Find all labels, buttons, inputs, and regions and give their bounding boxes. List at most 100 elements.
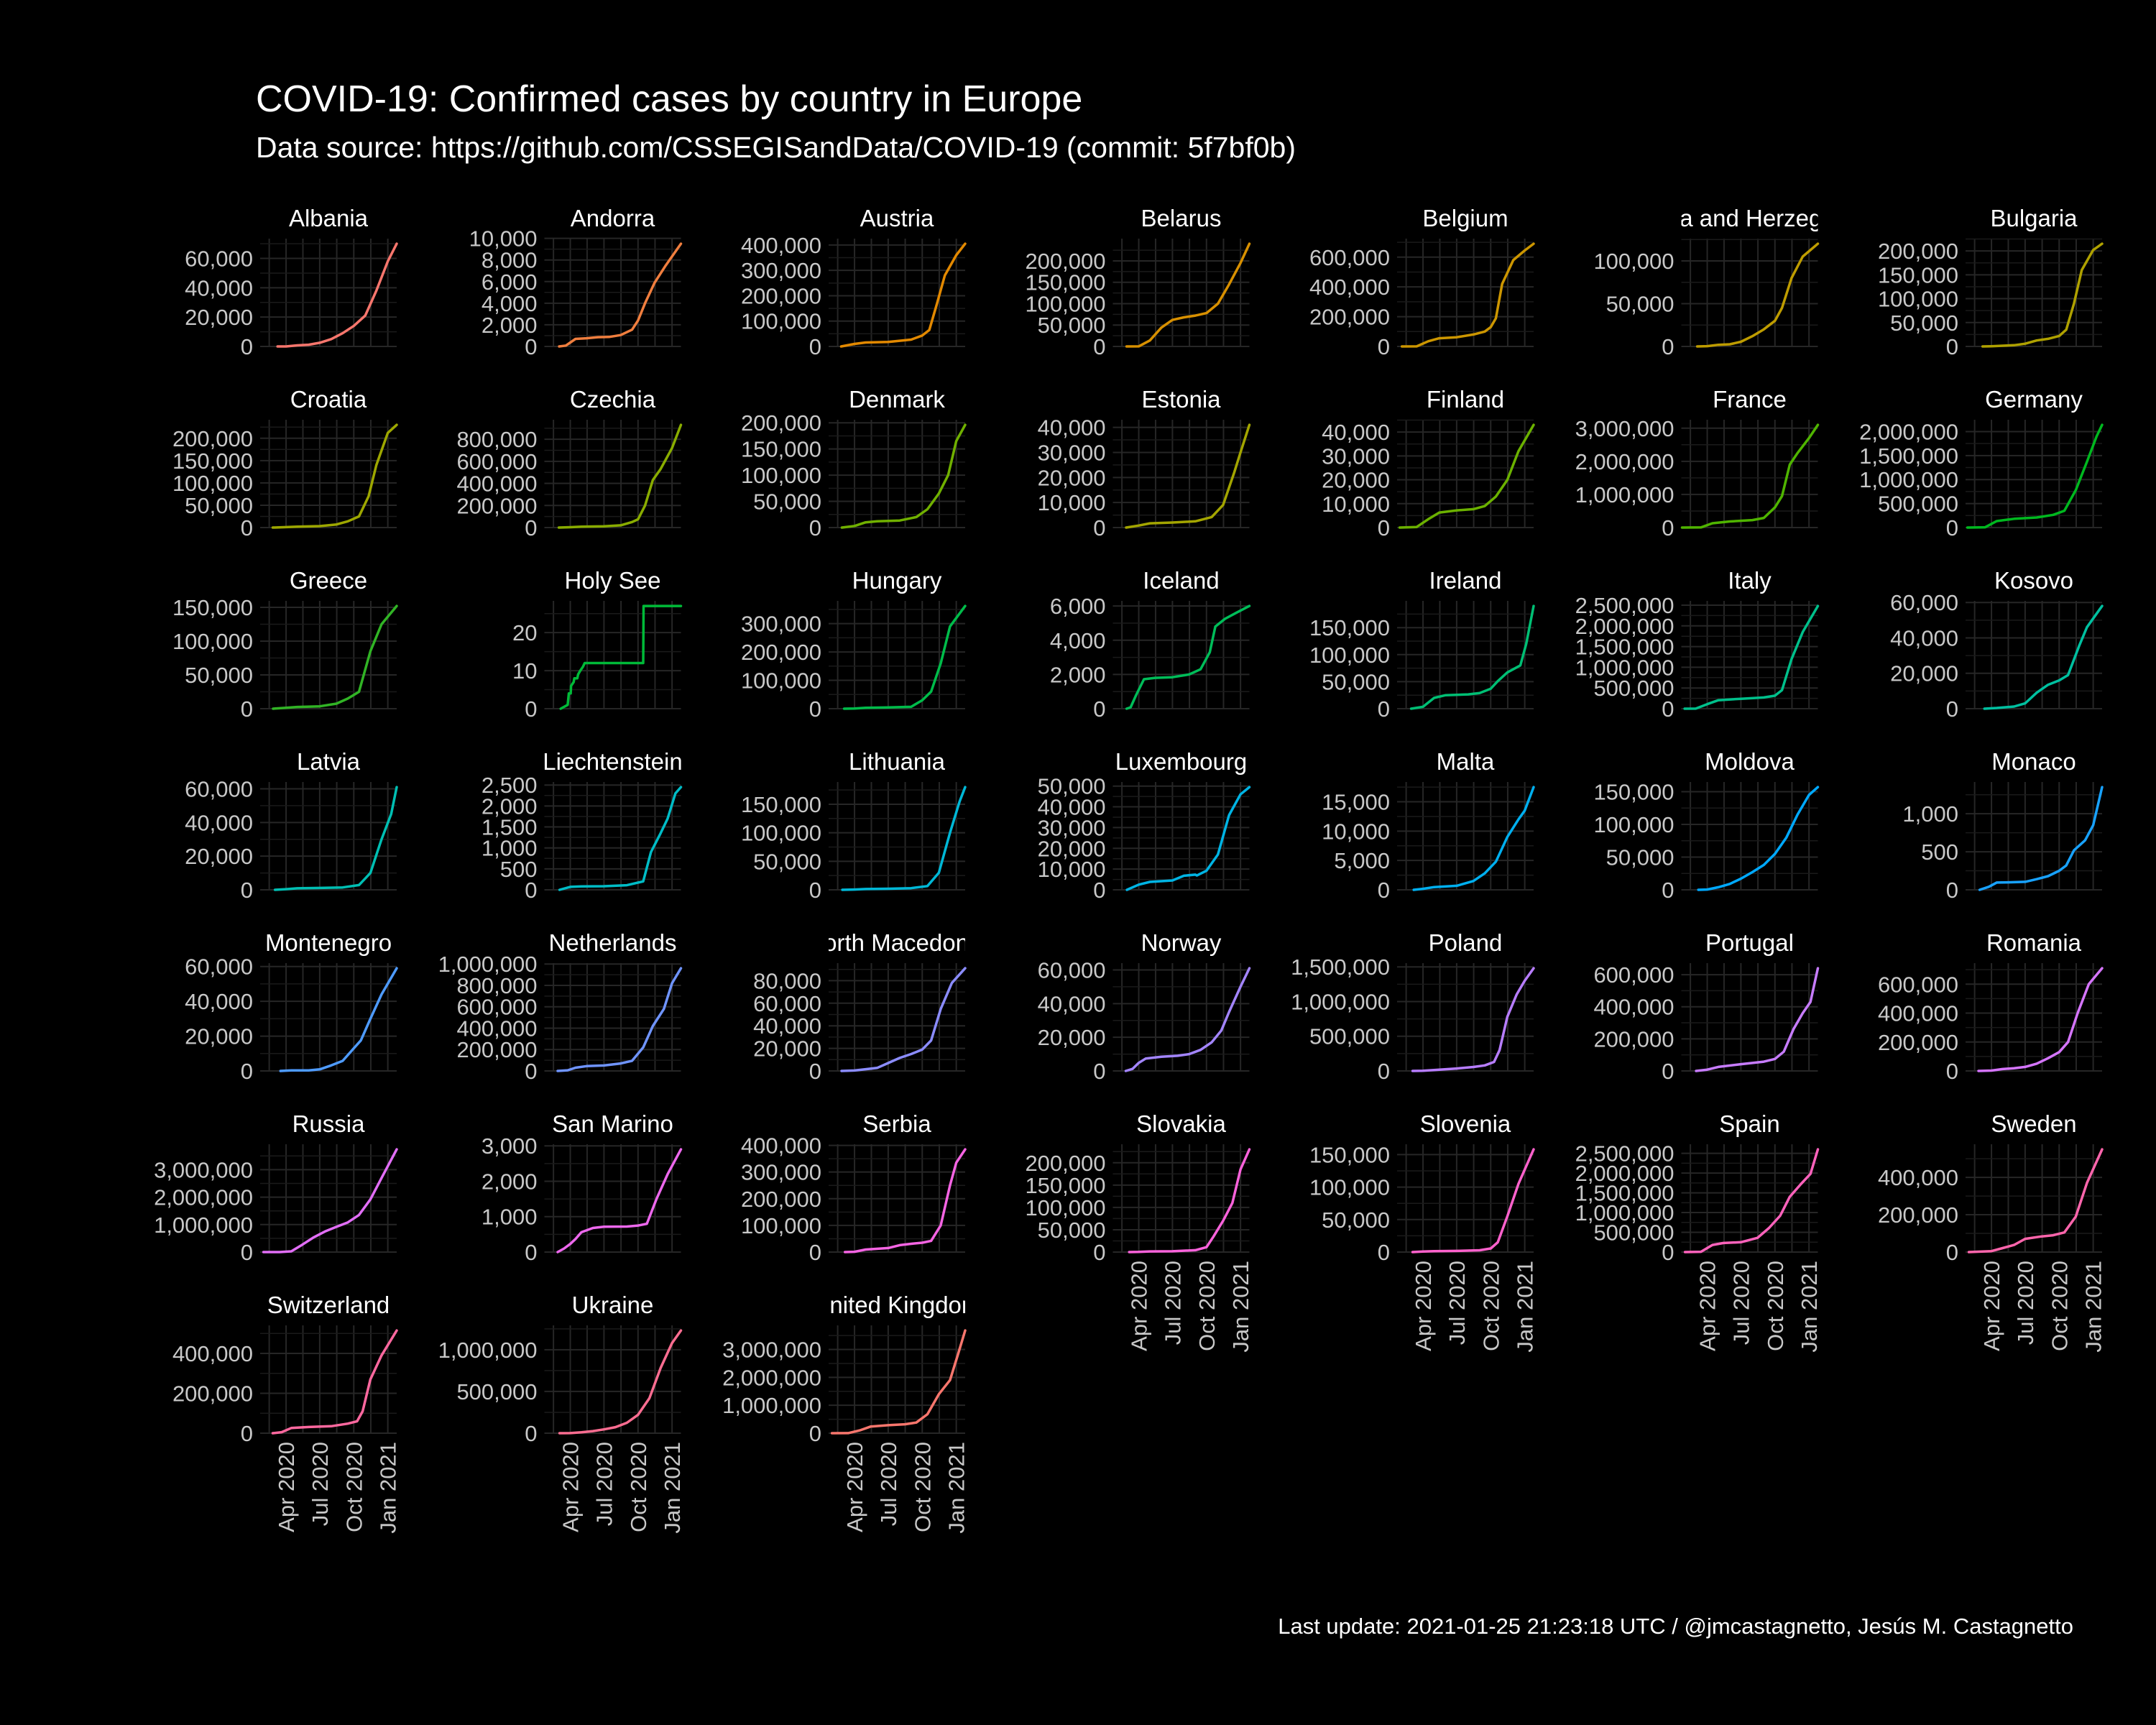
facet-label: Germany [1985, 386, 2083, 413]
y-tick-label: 10,000 [1038, 490, 1106, 515]
y-tick-label: 400,000 [741, 1133, 821, 1159]
y-tick-label: 200,000 [1878, 1030, 1958, 1055]
y-tick-label: 1,500,000 [1291, 954, 1390, 980]
y-tick-label: 0 [1093, 1240, 1105, 1265]
series-line [1411, 1148, 1535, 1254]
y-tick-label: 0 [1946, 878, 1958, 903]
y-tick-label: 2,000,000 [1575, 614, 1674, 639]
facet-label: Bosnia and Herzegovina [1621, 205, 1879, 231]
y-tick-label: 0 [1378, 1240, 1390, 1265]
y-tick-label: 2,500,000 [1575, 593, 1674, 618]
y-tick-label: 200,000 [1025, 249, 1105, 274]
y-tick-label: 50,000 [1606, 845, 1674, 870]
facet-panel: Poland 0 500,000 1,000,000 1,500,000 [1291, 929, 1535, 1084]
y-tick-label: 500 [500, 857, 538, 882]
series-line [1695, 242, 1820, 348]
facet-label: Albania [289, 205, 369, 231]
facet-label: Luxembourg [1115, 748, 1247, 775]
series-line [1683, 1148, 1820, 1254]
x-tick-label: Oct 2020 [1194, 1261, 1220, 1351]
y-tick-label: 100,000 [172, 471, 253, 496]
facet-panel: Spain 0500,0001,000,0001,500,0002,000,000… [1575, 1110, 1823, 1353]
y-tick-label: 0 [525, 1059, 537, 1084]
y-tick-label: 10,000 [1322, 492, 1390, 517]
y-tick-label: 100,000 [741, 463, 821, 488]
facet-label: Finland [1427, 386, 1504, 413]
y-tick-label: 100,000 [1593, 812, 1674, 837]
y-tick-label: 60,000 [185, 776, 253, 801]
y-tick-label: 0 [1662, 515, 1674, 540]
y-tick-label: 1,500 [482, 815, 538, 840]
x-tick-label: Oct 2020 [626, 1442, 651, 1532]
y-tick-label: 0 [809, 515, 821, 540]
facet-label: Holy See [565, 567, 661, 594]
y-tick-label: 40,000 [1890, 625, 1958, 650]
x-tick-label: Apr 2020 [1127, 1261, 1152, 1351]
series-line [556, 1148, 683, 1254]
series-line [558, 242, 683, 348]
y-tick-label: 200,000 [1025, 1151, 1105, 1176]
y-tick-label: 400,000 [456, 472, 537, 497]
facet-label: Montenegro [265, 929, 392, 956]
facet-panel: Russia 01,000,000 2,000,000 3,000,000 [154, 1110, 398, 1265]
facet-label: United Kingdom [813, 1292, 982, 1318]
facet-panel: Bosnia and Herzegovina 0 50,000 100,000 [1593, 205, 1879, 359]
y-tick-label: 1,000 [482, 836, 538, 861]
y-tick-label: 200,000 [172, 426, 253, 451]
y-tick-label: 0 [525, 696, 537, 722]
facet-panel: Latvia 0 20,000 40,000 60,000 [185, 748, 398, 903]
series-line [1981, 242, 2104, 348]
y-tick-label: 600,000 [1593, 962, 1674, 988]
chart-caption: Last update: 2021-01-25 21:23:18 UTC / @… [1278, 1614, 2073, 1639]
y-tick-label: 5,000 [1334, 848, 1390, 873]
series-line [1967, 1148, 2104, 1254]
series-line [271, 1329, 398, 1435]
facet-panel: Holy See 0 10 20 [512, 567, 683, 722]
facet-label: Ukraine [572, 1292, 654, 1318]
series-line [271, 423, 398, 529]
x-tick-label: Apr 2020 [842, 1442, 867, 1532]
series-line [841, 786, 967, 891]
y-tick-label: 100,000 [741, 821, 821, 846]
x-tick-label: Jul 2020 [1445, 1261, 1470, 1345]
series-line [1695, 967, 1820, 1072]
y-tick-label: 0 [809, 334, 821, 359]
x-tick-label: Jul 2020 [2013, 1261, 2038, 1345]
y-tick-label: 1,000,000 [438, 1338, 538, 1363]
x-tick-label: Jul 2020 [308, 1442, 333, 1526]
facet-label: San Marino [552, 1110, 673, 1137]
y-tick-label: 15,000 [1322, 790, 1390, 815]
facet-label: Sweden [1991, 1110, 2076, 1137]
y-tick-label: 2,500,000 [1575, 1141, 1674, 1167]
y-tick-label: 50,000 [185, 493, 253, 518]
y-tick-label: 60,000 [1038, 957, 1106, 983]
series-line [273, 786, 398, 891]
y-tick-label: 400,000 [741, 233, 821, 258]
series-line [276, 242, 398, 348]
y-tick-label: 1,000,000 [438, 952, 538, 977]
y-tick-label: 50,000 [1322, 669, 1390, 694]
facet-label: Portugal [1705, 929, 1794, 956]
facet-panel: Iceland 0 2,000 4,000 6,000 [1050, 567, 1251, 722]
y-tick-label: 2,000,000 [1575, 449, 1674, 474]
series-line [1400, 242, 1535, 348]
y-tick-label: 0 [809, 696, 821, 722]
series-line [1124, 967, 1251, 1072]
y-tick-label: 0 [1662, 1240, 1674, 1265]
chart-title: COVID-19: Confirmed cases by country in … [256, 78, 1083, 120]
y-tick-label: 100,000 [1025, 291, 1105, 316]
y-tick-label: 150,000 [741, 437, 821, 462]
y-tick-label: 2,500 [482, 773, 538, 798]
series-line [840, 423, 967, 529]
y-tick-label: 100,000 [1309, 1175, 1390, 1200]
y-tick-label: 300,000 [741, 612, 821, 637]
facet-panel: Greece 0 50,000 100,000 150,000 [172, 567, 398, 722]
y-tick-label: 0 [1093, 1059, 1105, 1084]
y-tick-label: 50,000 [1038, 774, 1106, 799]
facet-label: Slovakia [1136, 1110, 1226, 1137]
